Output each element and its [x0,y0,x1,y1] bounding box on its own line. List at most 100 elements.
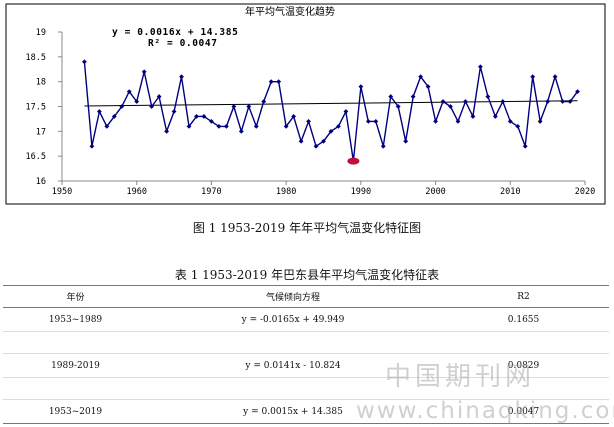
table-row: 1989-2019 y = 0.0141x - 10.824 0.0829 [3,353,609,378]
chart-title: 年平均气温变化趋势 [245,5,335,18]
x-tick-label: 1980 [276,187,296,197]
cell-period: 1953~2019 [3,399,148,424]
data-point-marker [500,99,506,104]
data-point-marker [216,123,222,129]
data-point-marker [298,138,304,144]
data-point-marker [448,104,453,109]
data-point-marker [395,104,401,109]
data-point-marker [134,99,140,104]
cell-equation [148,377,438,400]
data-point-marker [261,99,267,104]
data-point-marker [141,69,147,75]
data-point-marker [403,138,409,144]
header-equation: 气候倾向方程 [148,285,438,308]
data-point-marker [478,64,483,70]
data-point-marker [455,119,461,124]
data-point-marker [560,99,565,104]
data-point-marker [119,104,125,109]
data-point-marker [365,119,371,124]
trend-line [84,100,578,107]
data-point-marker [373,119,379,124]
x-tick-label: 2020 [575,187,595,197]
data-point-marker [492,114,498,119]
cell-r2 [438,377,609,400]
cell-r2: 0.0829 [438,353,609,378]
series-points [82,59,580,164]
data-point-marker [268,79,274,85]
data-point-marker [104,123,110,129]
data-point-marker [283,123,289,129]
y-tick-label: 18.5 [26,53,46,63]
data-point-marker [223,123,229,129]
data-point-marker [276,79,282,85]
data-point-marker [388,94,394,99]
cell-period: 1953~1989 [3,307,148,332]
table-row [3,377,609,400]
data-point-marker [209,119,214,124]
cell-period: 1989-2019 [3,353,148,378]
data-point-marker [313,143,319,149]
data-point-marker [507,119,513,124]
data-point-marker [253,123,259,129]
table-header-row: 年份 气候倾向方程 R2 [3,285,609,308]
data-point-marker [231,104,237,109]
cell-r2 [438,331,609,354]
table-row: 1953~1989 y = -0.0165x + 49.949 0.1655 [3,307,609,332]
data-point-marker [201,114,207,119]
data-point-marker [149,104,155,109]
data-point-marker [567,99,573,104]
data-point-marker [328,128,334,134]
data-point-marker [291,114,297,119]
data-point-marker [82,59,87,65]
cell-equation [148,331,438,354]
y-tick-label: 17 [36,127,46,137]
cell-r2: 0.1655 [438,307,609,332]
data-point-marker [194,114,199,119]
cell-period [3,331,148,354]
cell-period [3,377,148,400]
y-tick-label: 16 [36,177,46,187]
x-tick-label: 1960 [126,187,146,197]
data-point-marker [530,74,536,80]
data-point-marker [358,84,364,90]
data-point-marker [96,109,102,114]
highlight-point [347,157,360,165]
header-r2: R2 [438,285,609,308]
data-point-marker [575,89,580,94]
data-point-marker [418,74,424,80]
data-point-marker [111,114,117,119]
data-point-marker [238,128,244,134]
data-point-marker [470,114,476,119]
table-caption: 表 1 1953-2019 年巴东县年平均气温变化特征表 [174,268,440,282]
y-tick-label: 17.5 [26,103,46,113]
x-tick-label: 2010 [500,187,520,197]
data-point-marker [156,94,162,99]
cell-equation: y = -0.0165x + 49.949 [148,307,438,332]
data-point-marker [336,123,341,129]
header-year: 年份 [3,285,148,308]
x-tick-label: 1990 [351,187,371,197]
data-point-marker [306,119,311,124]
trend-equation: y = 0.0016x + 14.385 [112,27,238,38]
figure-caption: 图 1 1953-2019 年年平均气温变化特征图 [192,221,422,235]
data-point-marker [537,119,543,124]
data-point-marker [186,123,192,129]
data-point-marker [515,123,521,129]
x-axis-ticks: 1950 1960 1970 1980 1990 2000 2010 2020 [52,181,595,197]
cell-r2: 0.0047 [438,399,609,424]
x-tick-label: 1970 [201,187,221,197]
y-axis-ticks: 16 16.5 17 17.5 18 18.5 19 [26,28,62,187]
data-point-marker [485,94,491,99]
y-tick-label: 16.5 [26,152,46,162]
x-tick-label: 1950 [52,187,72,197]
x-tick-label: 2000 [425,187,445,197]
data-point-marker [380,143,386,149]
data-point-marker [179,74,184,80]
data-point-marker [171,109,177,114]
data-point-marker [545,99,551,104]
data-point-marker [246,104,252,109]
trend-r2: R² = 0.0047 [148,38,218,49]
table-row: 1953~2019 y = 0.0015x + 14.385 0.0047 [3,399,609,424]
data-point-marker [463,99,468,104]
trend-table: 年份 气候倾向方程 R2 1953~1989 y = -0.0165x + 49… [3,285,609,424]
